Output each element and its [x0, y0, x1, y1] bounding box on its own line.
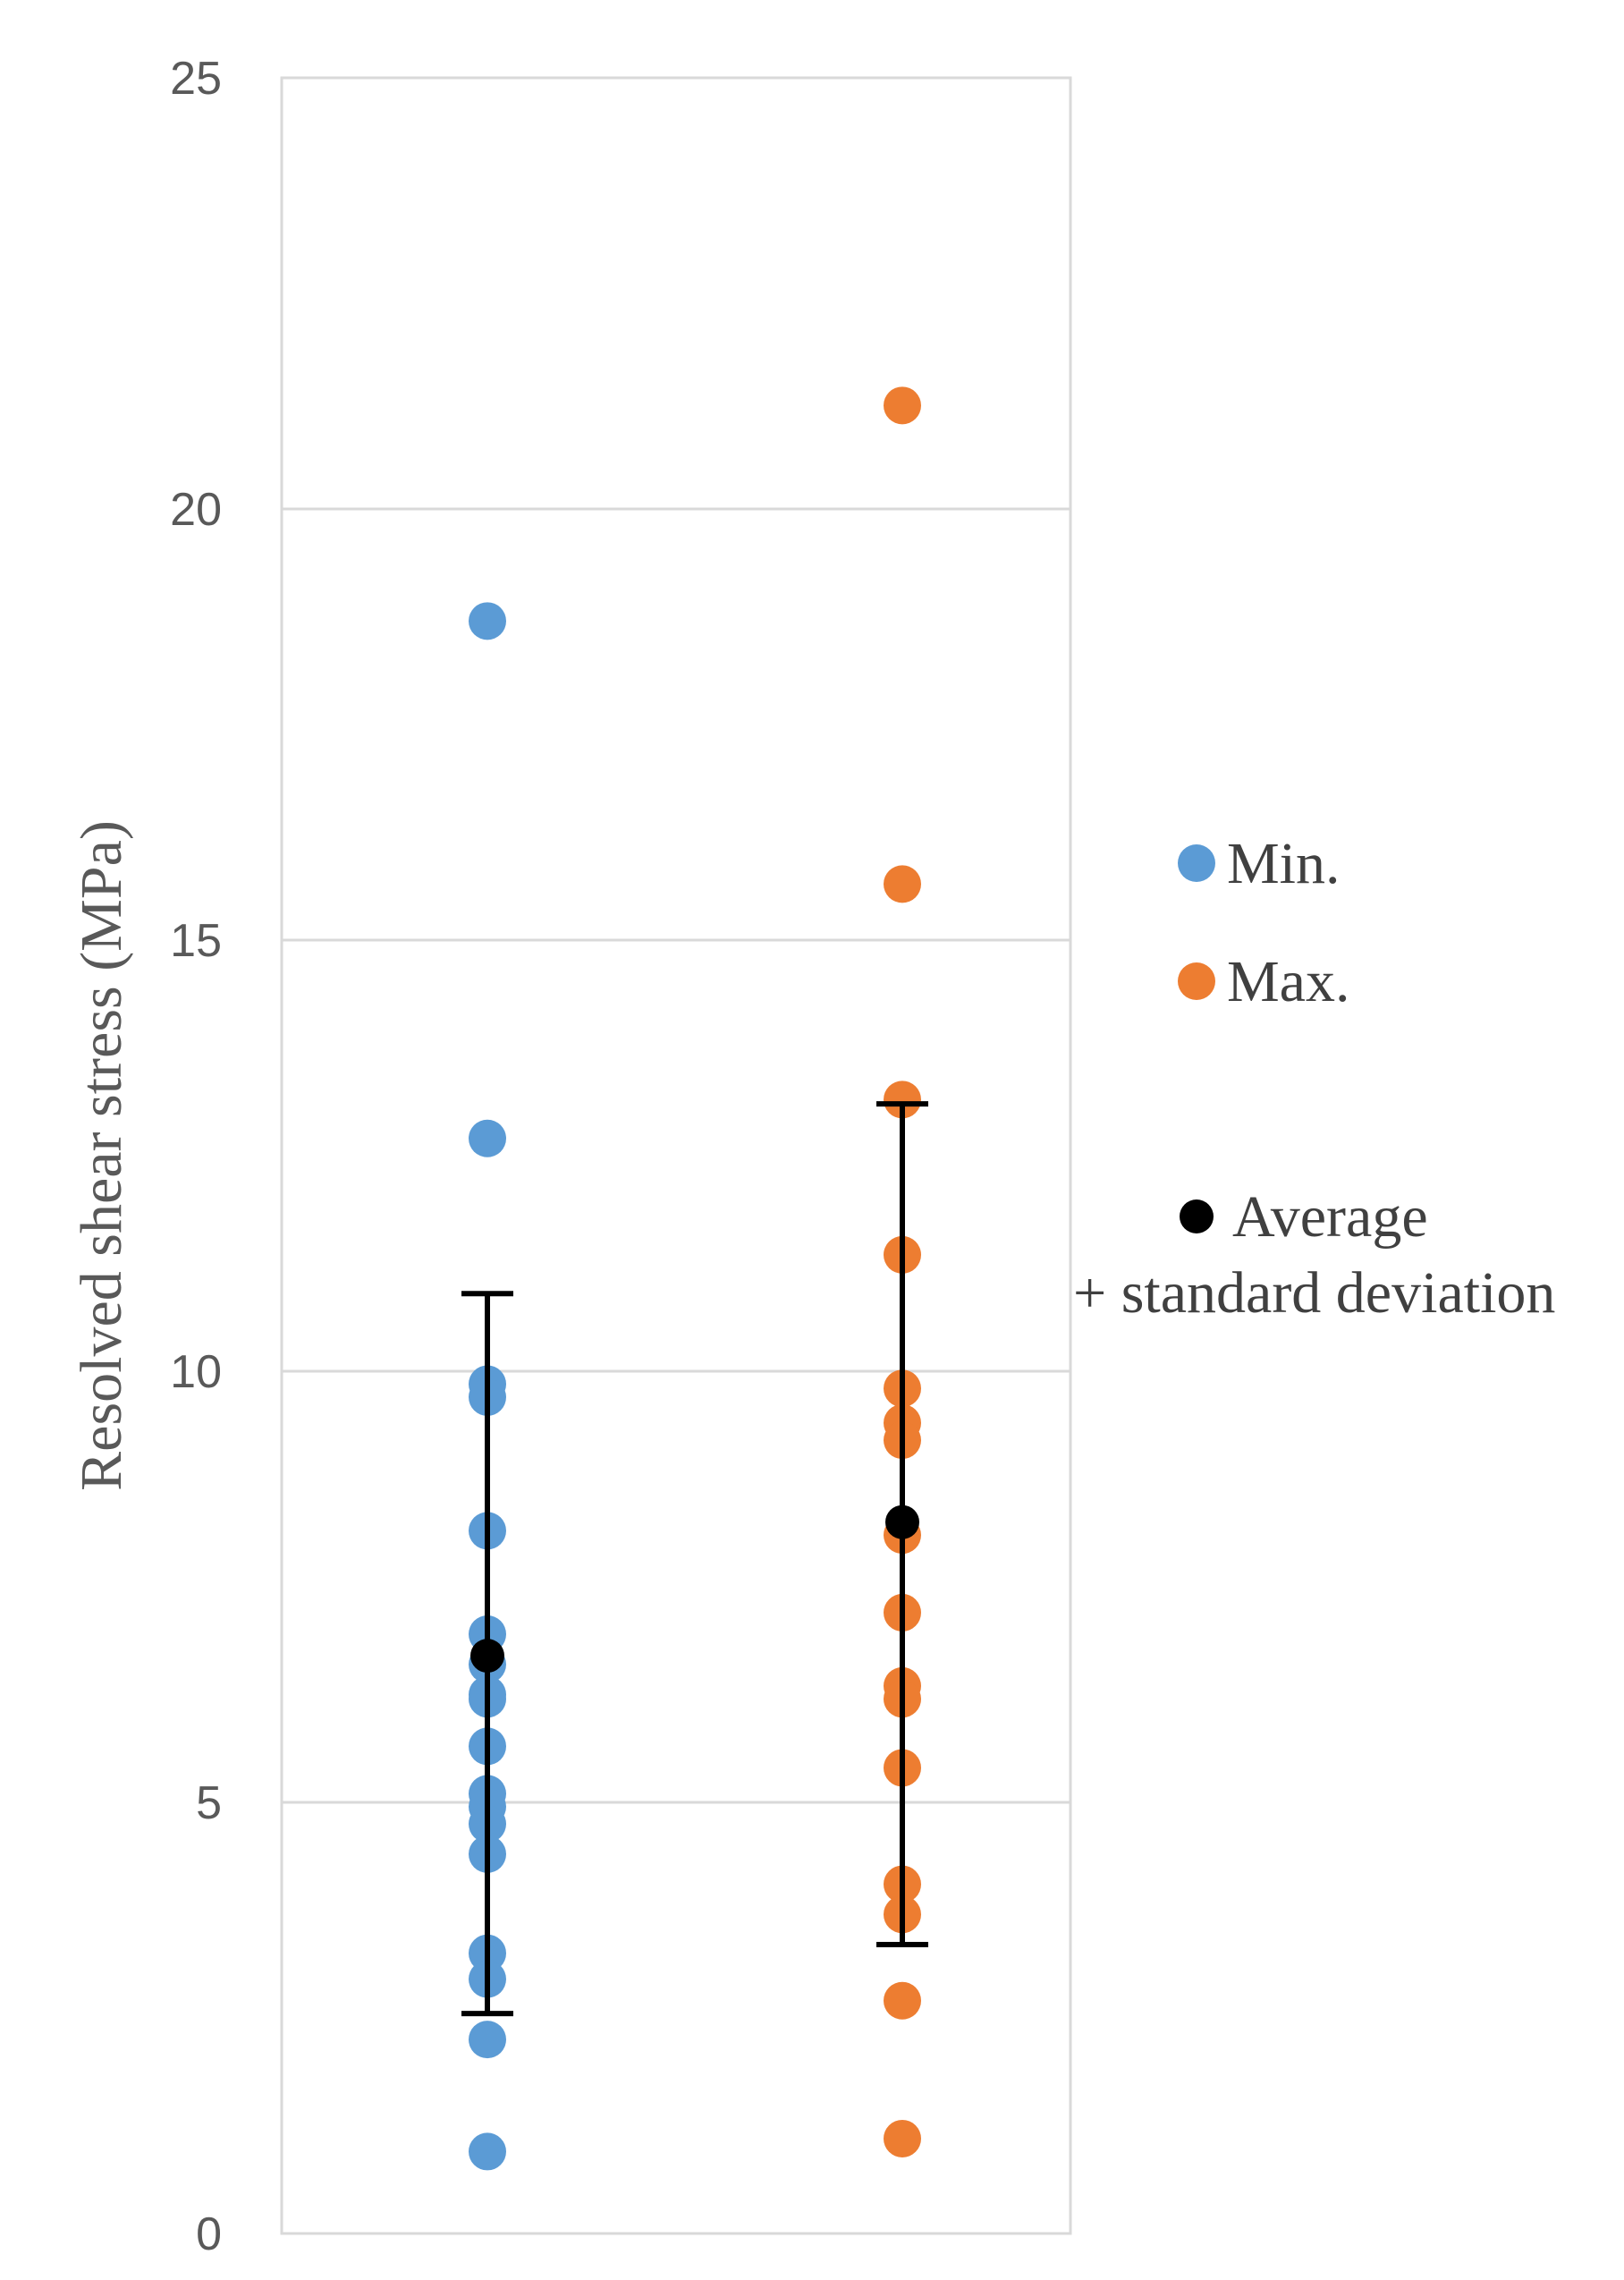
- data-point: [469, 2021, 506, 2059]
- legend-label-average: Average: [1232, 1184, 1428, 1250]
- data-point: [884, 2119, 921, 2157]
- y-tick-label-10: 10: [170, 1346, 222, 1398]
- data-point: [469, 1119, 506, 1157]
- legend-marker-average: [1180, 1199, 1214, 1233]
- plot-area: [280, 76, 1072, 2235]
- plot-frame: [280, 76, 1072, 2235]
- average-point: [885, 1504, 919, 1539]
- data-point: [469, 602, 506, 640]
- series-layer: [461, 386, 928, 2171]
- legend-label-min: Min.: [1227, 831, 1341, 896]
- y-tick-label-15: 15: [170, 915, 222, 967]
- data-point: [884, 1081, 921, 1119]
- legend-marker-min: [1178, 844, 1215, 882]
- data-point: [884, 1981, 921, 2020]
- y-tick-label-0: 0: [196, 2208, 222, 2260]
- y-axis-title: Resolved shear stress (MPa): [69, 820, 134, 1491]
- legend-item-max: Max.: [1178, 949, 1349, 1014]
- data-point: [884, 865, 921, 903]
- y-axis-ticks: 0 5 10 15 20 25: [170, 53, 222, 2260]
- legend-marker-max: [1178, 962, 1215, 1000]
- legend-item-average: Average + standard deviation: [1073, 1184, 1555, 1326]
- legend-label-std-dev: + standard deviation: [1073, 1260, 1555, 1326]
- data-point: [469, 2132, 506, 2171]
- average-series: [461, 1101, 928, 2017]
- y-tick-label-5: 5: [196, 1777, 222, 1829]
- legend-label-max: Max.: [1227, 949, 1349, 1014]
- legend: Min. Max. Average + standard deviation: [1073, 831, 1555, 1326]
- average-point: [470, 1639, 504, 1674]
- data-point: [884, 386, 921, 425]
- y-tick-label-20: 20: [170, 484, 222, 536]
- legend-item-min: Min.: [1178, 831, 1341, 896]
- y-tick-label-25: 25: [170, 53, 222, 105]
